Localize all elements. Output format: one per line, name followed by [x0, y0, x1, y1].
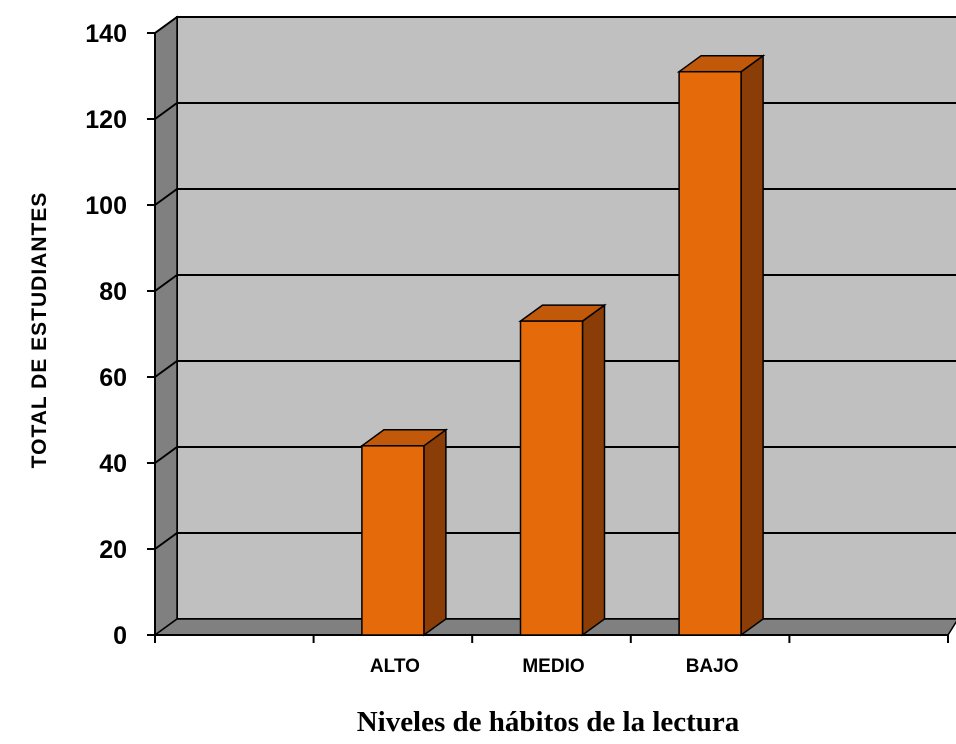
y-tick-labels: 0 20 40 60 80 100 120 140 — [85, 20, 127, 650]
y-axis-label: TOTAL DE ESTUDIANTES — [28, 192, 51, 469]
x-tick-labels: ALTO MEDIO BAJO — [370, 656, 739, 677]
y-tick-label: 80 — [99, 278, 127, 306]
x-tick-label: BAJO — [686, 656, 739, 677]
gridline-diagonal — [154, 446, 178, 464]
gridline-diagonal — [154, 102, 178, 120]
gridline-diagonal — [154, 274, 178, 292]
side-wall — [154, 15, 178, 637]
bar-front-face — [678, 70, 742, 636]
x-tick-label: MEDIO — [522, 656, 584, 677]
y-tick-label: 20 — [99, 536, 127, 564]
bar-side-face — [423, 428, 447, 637]
bar-alto — [359, 428, 449, 637]
bars — [359, 54, 766, 637]
bar-front-face — [519, 320, 584, 636]
gridline-diagonal — [154, 188, 178, 206]
bar-medio — [518, 303, 607, 637]
y-tick-label: 140 — [85, 20, 127, 48]
bar-bajo — [676, 54, 766, 637]
gridline-diagonal — [154, 16, 178, 34]
gridline-diagonal — [154, 532, 178, 550]
y-tick-label: 100 — [85, 192, 127, 220]
y-tick-label: 120 — [85, 106, 127, 134]
x-axis-label: Niveles de hábitos de la lectura — [357, 706, 740, 738]
bar-side-face — [740, 54, 764, 637]
y-tick-label: 0 — [113, 622, 127, 650]
gridline-diagonal — [154, 360, 178, 378]
bar-front-face — [361, 445, 425, 636]
y-tick-label: 60 — [99, 364, 127, 392]
y-tick-label: 40 — [99, 450, 127, 478]
x-tick-label: ALTO — [370, 656, 420, 677]
bar-side-face — [581, 303, 606, 637]
